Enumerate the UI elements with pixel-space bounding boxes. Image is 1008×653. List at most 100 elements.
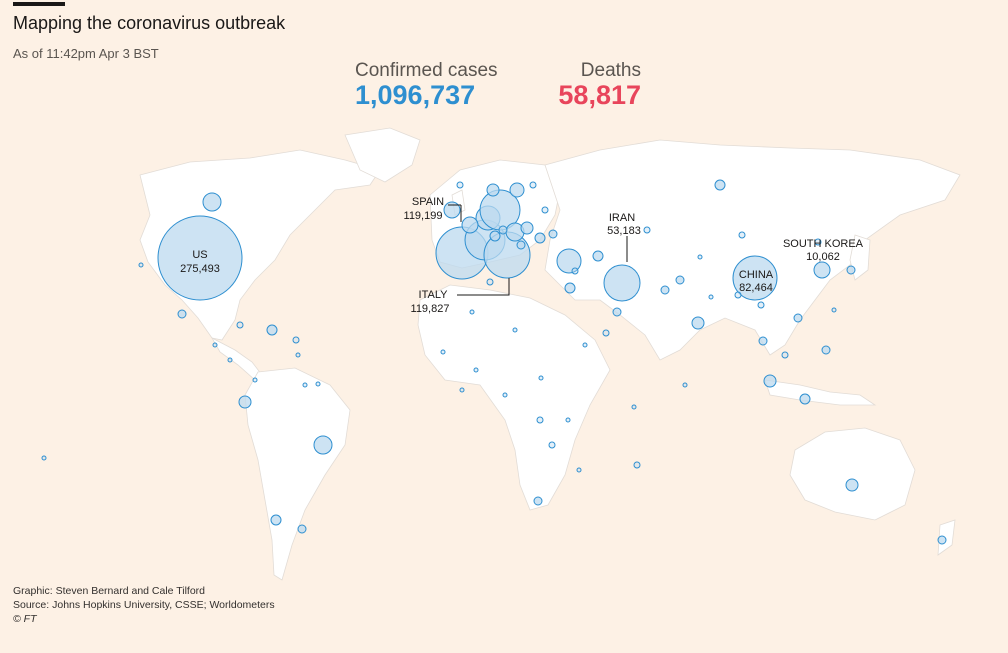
- credits: Graphic: Steven Bernard and Cale Tilford…: [13, 584, 275, 626]
- case-bubble: [461, 216, 479, 234]
- case-bubble: [538, 375, 544, 381]
- case-bubble: [252, 377, 258, 383]
- case-bubble: [732, 255, 778, 301]
- case-bubble: [821, 345, 831, 355]
- label-iran-value: 53,183: [607, 225, 641, 237]
- case-bubble: [781, 351, 789, 359]
- australia-land: [789, 427, 916, 521]
- source-credit: Source: Johns Hopkins University, CSSE; …: [13, 599, 275, 611]
- label-spain-name: SPAIN: [412, 196, 444, 208]
- case-bubble: [708, 294, 714, 300]
- case-bubble: [459, 387, 465, 393]
- case-bubble: [295, 352, 301, 358]
- case-bubble: [536, 416, 544, 424]
- case-bubble: [631, 404, 637, 410]
- case-bubble: [440, 349, 446, 355]
- case-bubble: [270, 514, 282, 526]
- label-us-value: 275,493: [180, 263, 220, 275]
- case-bubble: [534, 232, 546, 244]
- case-bubble: [520, 221, 534, 235]
- case-bubble: [202, 192, 222, 212]
- case-bubble: [236, 321, 244, 329]
- case-bubble: [564, 282, 576, 294]
- case-bubble: [509, 182, 525, 198]
- case-bubble: [138, 262, 144, 268]
- label-south-korea-name: SOUTH KOREA: [783, 238, 864, 250]
- case-bubble: [675, 275, 685, 285]
- case-bubble: [177, 309, 187, 319]
- africa-land: [417, 284, 611, 511]
- central-america-land: [210, 337, 263, 381]
- case-bubble: [266, 324, 278, 336]
- leader-lines: [448, 204, 628, 296]
- label-china-value: 82,464: [739, 282, 773, 294]
- case-bubble: [41, 455, 47, 461]
- case-bubble: [469, 309, 475, 315]
- case-bubble: [212, 342, 218, 348]
- case-bubble: [846, 265, 856, 275]
- case-bubbles: [41, 179, 947, 545]
- case-bubble: [489, 230, 501, 242]
- label-italy-name: ITALY: [419, 289, 449, 301]
- case-bubble: [793, 313, 803, 323]
- label-italy-value: 119,827: [411, 303, 450, 315]
- case-bubble: [799, 393, 811, 405]
- case-bubble: [565, 417, 571, 423]
- case-bubble: [502, 392, 508, 398]
- case-bubble: [238, 395, 252, 409]
- case-bubble: [313, 435, 333, 455]
- case-bubble: [227, 357, 233, 363]
- page-title: Mapping the coronavirus outbreak: [13, 13, 286, 33]
- deaths-label: Deaths: [580, 60, 641, 81]
- case-bubble: [486, 278, 494, 286]
- label-us-name: US: [192, 249, 207, 261]
- case-bubble: [297, 524, 307, 534]
- label-south-korea-value: 10,062: [806, 251, 840, 263]
- label-china-name: CHINA: [739, 269, 774, 281]
- case-bubble: [473, 367, 479, 373]
- case-bubble: [697, 254, 703, 260]
- case-bubble: [533, 496, 543, 506]
- case-bubble: [292, 336, 300, 344]
- land-masses: [139, 127, 961, 581]
- case-bubble: [582, 342, 588, 348]
- case-bubble: [315, 381, 321, 387]
- case-bubble: [734, 291, 742, 299]
- deaths-stat: Deaths 58,817: [544, 60, 641, 111]
- case-bubble: [660, 285, 670, 295]
- case-bubble: [738, 231, 746, 239]
- case-bubble: [714, 179, 726, 191]
- confirmed-cases-value: 1,096,737: [355, 80, 476, 110]
- case-bubble: [682, 382, 688, 388]
- case-bubble: [814, 238, 822, 246]
- case-bubble: [603, 264, 641, 302]
- case-bubble: [302, 382, 308, 388]
- copyright: © FT: [13, 613, 37, 625]
- deaths-value: 58,817: [558, 80, 641, 110]
- confirmed-cases-label: Confirmed cases: [355, 60, 498, 81]
- case-bubble: [516, 240, 526, 250]
- case-bubble: [541, 206, 549, 214]
- indonesia-land: [764, 379, 877, 406]
- south-america-land: [244, 367, 351, 581]
- case-bubble: [529, 181, 537, 189]
- case-bubble: [845, 478, 859, 492]
- case-bubble: [643, 226, 651, 234]
- case-bubble: [157, 215, 243, 301]
- case-bubble: [548, 229, 558, 239]
- case-bubble: [571, 267, 579, 275]
- case-bubble: [602, 329, 610, 337]
- case-bubble: [831, 307, 837, 313]
- case-bubble: [443, 201, 461, 219]
- case-bubble: [937, 535, 947, 545]
- header-rule: [13, 2, 65, 6]
- case-bubble: [763, 374, 777, 388]
- country-labels: US 275,493 SPAIN 119,199 ITALY 119,827 I…: [180, 196, 864, 315]
- page-subtitle: As of 11:42pm Apr 3 BST: [13, 46, 159, 61]
- case-bubble: [556, 248, 582, 274]
- case-bubble: [691, 316, 705, 330]
- confirmed-cases-stat: Confirmed cases 1,096,737: [355, 60, 498, 111]
- case-bubble: [757, 301, 765, 309]
- case-bubble: [758, 336, 768, 346]
